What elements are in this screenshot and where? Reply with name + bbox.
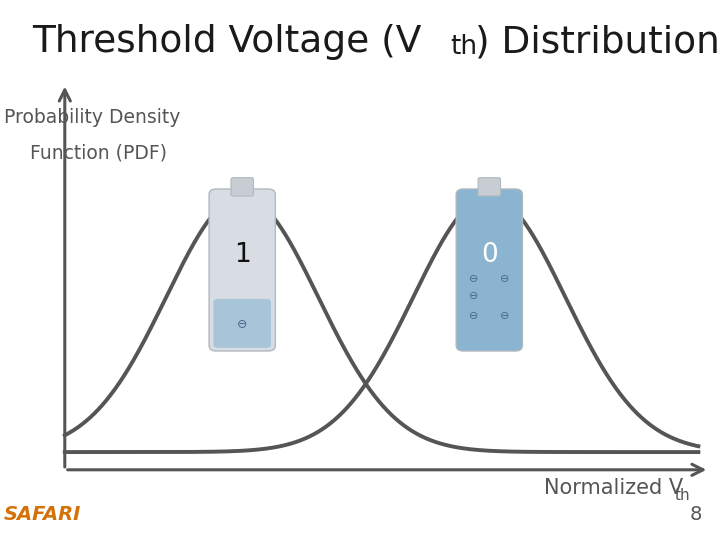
FancyBboxPatch shape [209,189,275,351]
Text: Threshold Voltage (V: Threshold Voltage (V [32,24,422,60]
FancyBboxPatch shape [231,178,253,196]
Text: ) Distribution: ) Distribution [475,24,720,60]
Text: 8: 8 [690,505,702,524]
FancyBboxPatch shape [461,299,518,348]
Text: ⊖: ⊖ [237,318,248,331]
Text: ⊖: ⊖ [500,274,510,284]
FancyBboxPatch shape [213,299,271,348]
Text: Normalized V: Normalized V [544,478,683,498]
Text: th: th [675,488,690,503]
Text: ⊖: ⊖ [500,312,510,321]
Text: 0: 0 [481,242,498,268]
Text: Probability Density: Probability Density [4,108,180,127]
Text: ⊖: ⊖ [469,312,478,321]
Text: SAFARI: SAFARI [4,505,81,524]
FancyBboxPatch shape [478,178,500,196]
Text: ⊖: ⊖ [469,274,478,284]
FancyBboxPatch shape [456,189,523,351]
Text: 1: 1 [234,242,251,268]
Text: ⊖: ⊖ [469,292,478,301]
Text: Function (PDF): Function (PDF) [18,143,167,162]
Text: th: th [451,34,478,60]
